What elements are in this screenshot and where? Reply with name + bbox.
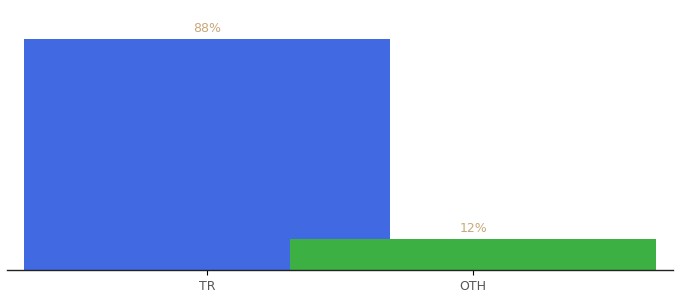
Bar: [24, 39, 390, 270]
Bar: [290, 239, 656, 270]
Text: 88%: 88%: [192, 22, 221, 34]
Text: 12%: 12%: [460, 222, 487, 235]
